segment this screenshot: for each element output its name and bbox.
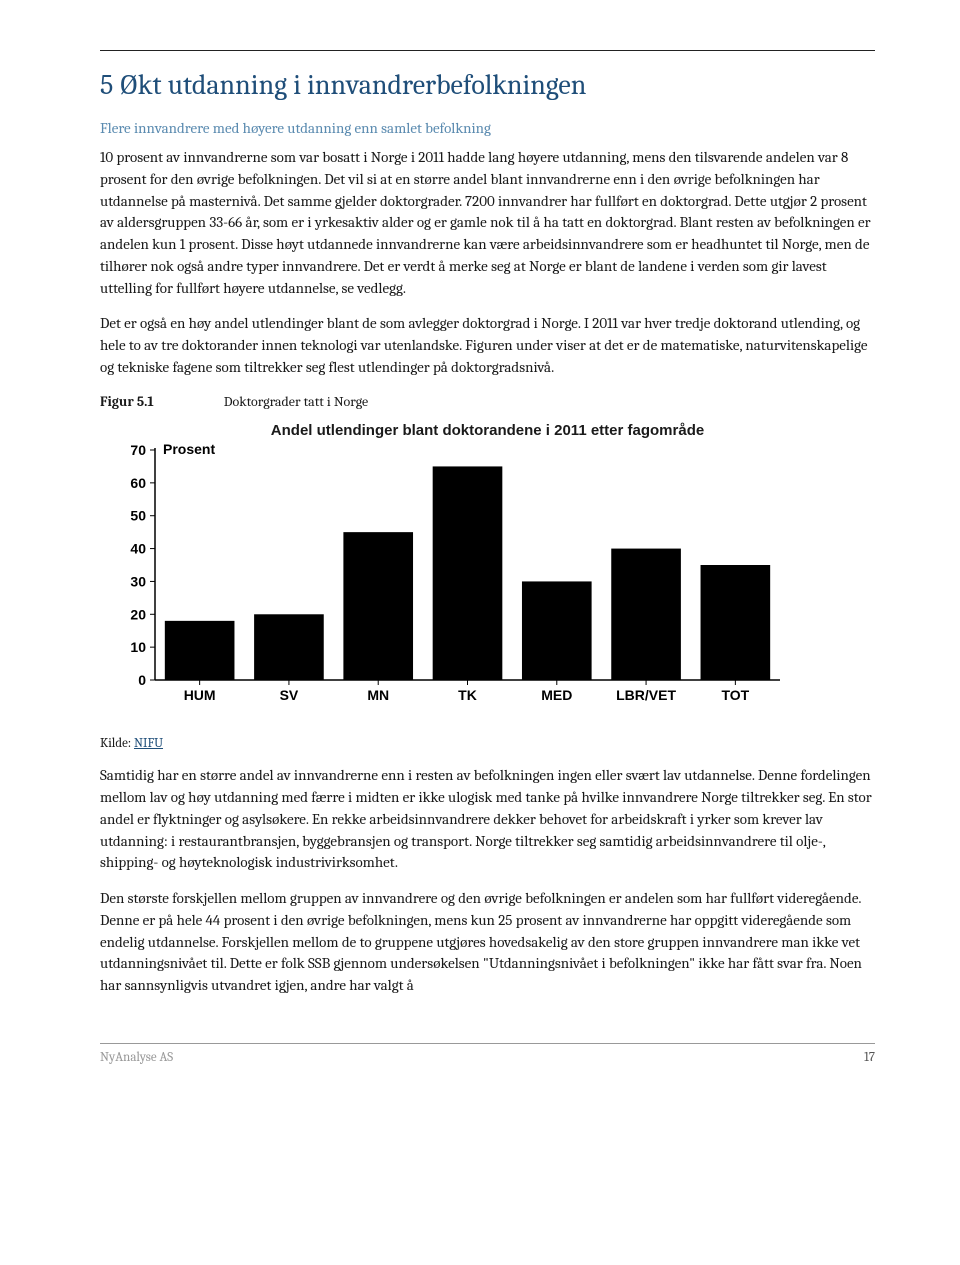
bar (611, 549, 681, 680)
source-label: Kilde: (100, 736, 134, 751)
section-title: 5 Økt utdanning i innvandrerbefolkningen (100, 69, 875, 101)
bar (165, 621, 235, 680)
footer-left: NyAnalyse AS (100, 1050, 173, 1065)
y-tick-label: 20 (130, 607, 146, 623)
chart-title: Andel utlendinger blant doktorandene i 2… (188, 422, 788, 441)
y-axis-label: Prosent (163, 442, 215, 457)
top-rule (100, 50, 875, 51)
page-footer: NyAnalyse AS 17 (100, 1043, 875, 1065)
chart-source: Kilde: NIFU (100, 736, 875, 751)
bar (433, 467, 503, 681)
y-tick-label: 60 (130, 475, 146, 491)
x-tick-label: HUM (184, 687, 216, 703)
x-tick-label: TK (458, 687, 477, 703)
figure-number: Figur 5.1 (100, 393, 154, 410)
y-tick-label: 40 (130, 541, 146, 557)
figure-caption-row: Figur 5.1 Doktorgrader tatt i Norge (100, 393, 875, 410)
footer-page-number: 17 (864, 1050, 875, 1065)
paragraph-3: Samtidig har en større andel av innvandr… (100, 765, 875, 874)
chart-container: Andel utlendinger blant doktorandene i 2… (100, 422, 875, 713)
y-tick-label: 10 (130, 639, 146, 655)
source-link[interactable]: NIFU (134, 736, 163, 751)
bar (701, 565, 771, 680)
y-tick-label: 30 (130, 574, 146, 590)
subheading: Flere innvandrere med høyere utdanning e… (100, 119, 875, 137)
y-tick-label: 50 (130, 508, 146, 524)
bar (522, 582, 592, 681)
bar-chart: 0 10 20 30 40 50 60 70 Prosent HUM SV MN TK MED LBR/VE… (100, 442, 790, 712)
x-tick-label: LBR/VET (616, 687, 676, 703)
paragraph-1: 10 prosent av innvandrerne som var bosat… (100, 147, 875, 299)
bar (254, 615, 324, 681)
x-tick-label: TOT (721, 687, 749, 703)
figure-caption: Doktorgrader tatt i Norge (224, 393, 368, 410)
paragraph-4: Den største forskjellen mellom gruppen a… (100, 888, 875, 997)
bar (343, 532, 413, 680)
y-tick-label: 0 (138, 672, 146, 688)
y-tick-label: 70 (130, 442, 146, 458)
x-tick-label: SV (280, 687, 299, 703)
x-tick-label: MED (541, 687, 572, 703)
x-tick-label: MN (367, 687, 389, 703)
paragraph-2: Det er også en høy andel utlendinger bla… (100, 313, 875, 378)
